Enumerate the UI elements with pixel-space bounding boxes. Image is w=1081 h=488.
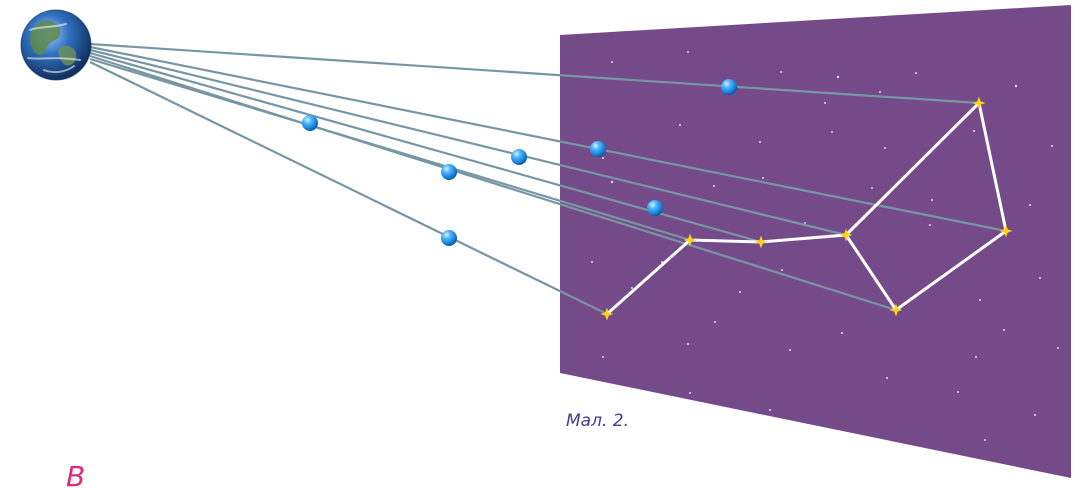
blue-sphere-icon (441, 164, 457, 180)
distance-spheres (302, 79, 737, 246)
constellation-path (605, 99, 1008, 316)
constellation-lines (605, 99, 1008, 316)
constellation-stars (600, 96, 1013, 321)
blue-sphere-icon (647, 200, 663, 216)
section-heading-text: В (66, 460, 86, 488)
sight-line (89, 54, 897, 312)
earth-globe-icon (20, 9, 92, 81)
star-icon (600, 307, 614, 321)
star-icon (839, 228, 853, 242)
sky-panel (560, 5, 1071, 478)
background-stars (591, 51, 1059, 441)
sight-line (89, 61, 608, 315)
star-icon (889, 303, 903, 317)
star-icon (972, 96, 986, 110)
sight-line (89, 57, 691, 242)
blue-sphere-icon (590, 141, 606, 157)
sight-line (89, 45, 1007, 233)
blue-sphere-icon (302, 115, 318, 131)
blue-sphere-icon (441, 230, 457, 246)
blue-sphere-icon (721, 79, 737, 95)
section-heading-partial: В (66, 458, 216, 488)
star-icon (683, 233, 697, 247)
sight-line (89, 42, 980, 105)
star-icon (999, 224, 1013, 238)
figure-caption: Мал. 2. (566, 411, 629, 431)
sight-line (89, 48, 847, 237)
blue-sphere-icon (511, 149, 527, 165)
star-icon (754, 235, 768, 249)
